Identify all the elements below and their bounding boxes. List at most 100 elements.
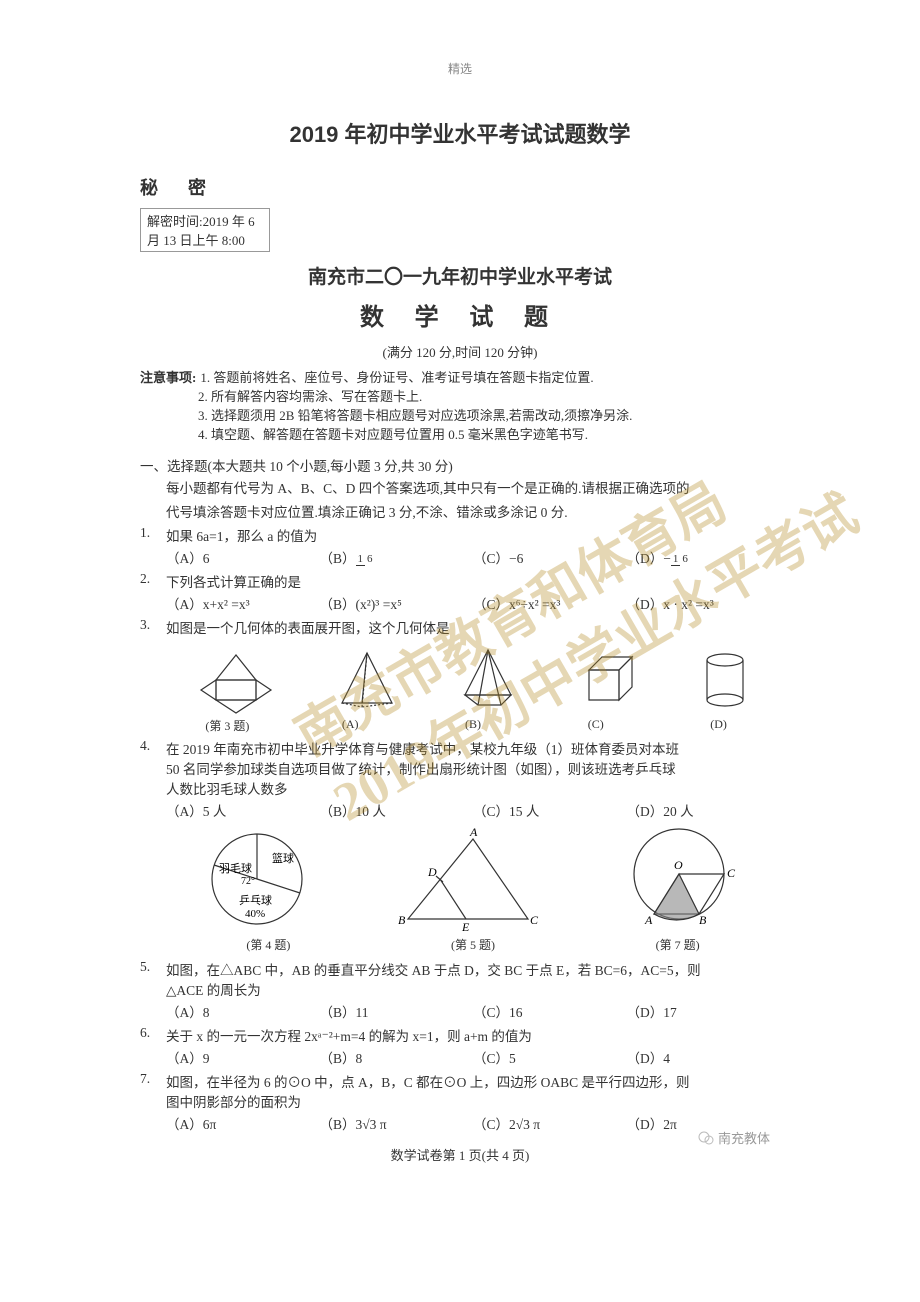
q1-d-den: 6: [680, 553, 690, 565]
q2-c-val: x⁶÷x² =x³: [509, 597, 560, 612]
q6-opt-a: （A）9: [166, 1047, 320, 1067]
q5-pt-d: D: [427, 865, 437, 879]
q2-text: 下列各式计算正确的是: [166, 571, 780, 591]
notice-block: 注意事项: 1. 答题前将姓名、座位号、身份证号、准考证号填在答题卡指定位置. …: [140, 367, 780, 443]
q4-fig-label: (第 4 题): [166, 936, 371, 953]
q4-t2: 50 名同学参加球类自选项目做了统计，制作出扇形统计图（如图），则该班选考乒乓球: [166, 762, 676, 777]
q2-opt-c: （C）x⁶÷x² =x³: [473, 593, 627, 613]
question-6: 6. 关于 x 的一元一次方程 2xᵃ⁻²+m=4 的解为 x=1，则 a+m …: [140, 1025, 780, 1045]
q7-d-val: 2π: [663, 1117, 677, 1132]
question-4: 4. 在 2019 年南充市初中毕业升学体育与健康考试中，某校九年级（1）班体育…: [140, 738, 780, 798]
notice-item-4: 4. 填空题、解答题在答题卡对应题号位置用 0.5 毫米黑色字迹笔书写.: [140, 424, 780, 443]
q3-opt-a-figure: [332, 645, 402, 715]
q4-pie-figure: 篮球 羽毛球 72° 乒乓球 40%: [197, 824, 327, 934]
q3-net-figure: [191, 645, 281, 715]
notice-item-2: 2. 所有解答内容均需涂、写在答题卡上.: [140, 386, 780, 405]
q3-text: 如图是一个几何体的表面展开图，这个几何体是: [166, 617, 780, 637]
q2-a-val: x+x² =x³: [203, 597, 250, 612]
notice-label: 注意事项:: [140, 367, 196, 386]
q5-a-val: 8: [203, 1005, 210, 1020]
q7-pt-c: C: [727, 866, 736, 880]
q7-t2: 图中阴影部分的面积为: [166, 1095, 301, 1110]
main-title: 2019 年初中学业水平考试试题数学: [140, 117, 780, 149]
pie-angle-label: 72°: [241, 876, 255, 887]
q1-opt-c: （C）−6: [473, 547, 627, 567]
q6-c-val: 5: [509, 1051, 516, 1066]
wechat-brand: 南充教体: [698, 1128, 770, 1147]
meta-line: (满分 120 分,时间 120 分钟): [140, 342, 780, 361]
q7-circle-figure: O C A B: [609, 824, 749, 934]
q5-opt-a: （A）8: [166, 1001, 320, 1021]
q7-options: （A）6π （B）3√3 π （C）2√3 π （D）2π: [140, 1113, 780, 1133]
q5-text: 如图，在△ABC 中，AB 的垂直平分线交 AB 于点 D，交 BC 于点 E，…: [166, 959, 780, 999]
q5-options: （A）8 （B）11 （C）16 （D）17: [140, 1001, 780, 1021]
notice-item-3: 3. 选择题须用 2B 铅笔将答题卡相应题号对应选项涂黑,若需改动,须擦净另涂.: [140, 405, 780, 424]
q4-num: 4.: [140, 738, 166, 798]
q4-a-val: 5 人: [203, 804, 227, 819]
header-small: 精选: [140, 60, 780, 77]
q7-t1: 如图，在半径为 6 的⊙O 中，点 A，B，C 都在⊙O 上，四边形 OABC …: [166, 1075, 690, 1090]
question-7: 7. 如图，在半径为 6 的⊙O 中，点 A，B，C 都在⊙O 上，四边形 OA…: [140, 1071, 780, 1111]
q5-c-val: 16: [509, 1005, 523, 1020]
wechat-icon: [698, 1130, 714, 1146]
section1-sub2: 代号填涂答题卡对应位置.填涂正确记 3 分,不涂、错涂或多涂记 0 分.: [140, 501, 780, 521]
q5-pt-b: B: [398, 913, 406, 927]
q3-num: 3.: [140, 617, 166, 637]
q5-b-val: 11: [356, 1005, 369, 1020]
q3-fig-labels: (第 3 题) (A) (B) (C) (D): [140, 717, 780, 734]
q3-opt-c-figure: [574, 645, 644, 715]
q6-options: （A）9 （B）8 （C）5 （D）4: [140, 1047, 780, 1067]
section1-sub1: 每小题都有代号为 A、B、C、D 四个答案选项,其中只有一个是正确的.请根据正确…: [140, 477, 780, 497]
q5-pt-a: A: [469, 825, 478, 839]
section1-title: 一、选择题(本大题共 10 个小题,每小题 3 分,共 30 分): [140, 455, 780, 475]
q3-b-label: (B): [412, 717, 535, 734]
secret-row: 秘密: [140, 174, 780, 200]
q3-label: (第 3 题): [166, 717, 289, 734]
q1-opt-b: （B）16: [320, 547, 474, 567]
q1-num: 1.: [140, 525, 166, 545]
q4-options: （A）5 人 （B）10 人 （C）15 人 （D）20 人: [140, 800, 780, 820]
q2-b-val: (x²)³ =x⁵: [356, 597, 402, 612]
q1-d-num: 1: [671, 553, 681, 566]
q6-num: 6.: [140, 1025, 166, 1045]
q1-opt-a: （A）6: [166, 547, 320, 567]
q3-opt-b-figure: [453, 645, 523, 715]
q1-options: （A）6 （B）16 （C）−6 （D）−16: [140, 547, 780, 567]
q5-d-val: 17: [663, 1005, 677, 1020]
q1-c-val: −6: [509, 551, 523, 566]
q3-d-label: (D): [657, 717, 780, 734]
q5-t1: 如图，在△ABC 中，AB 的垂直平分线交 AB 于点 D，交 BC 于点 E，…: [166, 963, 701, 978]
q7-c-val: 2√3 π: [509, 1117, 540, 1132]
q3-opt-d-figure: [695, 645, 755, 715]
q7-pt-b: B: [699, 913, 707, 927]
q5-fig-label: (第 5 题): [371, 936, 576, 953]
q7-opt-b: （B）3√3 π: [320, 1113, 474, 1133]
q4-opt-c: （C）15 人: [473, 800, 627, 820]
q7-fig-label: (第 7 题): [575, 936, 780, 953]
q6-opt-d: （D）4: [627, 1047, 781, 1067]
secret-label: 秘密: [140, 174, 236, 200]
q5-pt-e: E: [461, 920, 470, 934]
q7-num: 7.: [140, 1071, 166, 1111]
q2-num: 2.: [140, 571, 166, 591]
question-2: 2. 下列各式计算正确的是: [140, 571, 780, 591]
pie-basketball-label: 篮球: [272, 851, 294, 865]
q1-d-neg: −: [663, 551, 671, 566]
q4-d-val: 20 人: [663, 804, 693, 819]
q7-pt-a: A: [644, 913, 653, 927]
q1-opt-d: （D）−16: [627, 547, 781, 567]
q3-figures: [166, 645, 780, 715]
notice-item-1: 1. 答题前将姓名、座位号、身份证号、准考证号填在答题卡指定位置.: [196, 367, 593, 386]
q4-opt-b: （B）10 人: [320, 800, 474, 820]
q5-opt-b: （B）11: [320, 1001, 474, 1021]
subject-title: 数 学 试 题: [140, 297, 780, 332]
pie-badminton-label: 羽毛球: [219, 861, 252, 875]
q3-c-label: (C): [534, 717, 657, 734]
question-3: 3. 如图是一个几何体的表面展开图，这个几何体是: [140, 617, 780, 637]
pie-pingpong-label: 乒乓球: [239, 893, 272, 907]
q4-c-val: 15 人: [509, 804, 539, 819]
q7-pt-o: O: [674, 858, 683, 872]
q1-text: 如果 6a=1，那么 a 的值为: [166, 525, 780, 545]
q5-t2: △ACE 的周长为: [166, 983, 261, 998]
q7-b-val: 3√3 π: [356, 1117, 387, 1132]
